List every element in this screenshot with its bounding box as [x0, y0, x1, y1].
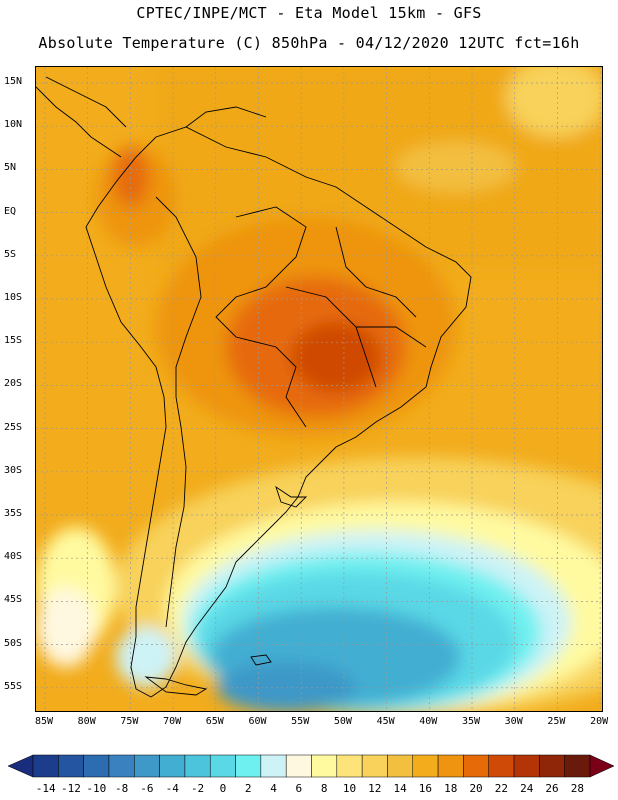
caribbean-coast	[185, 106, 267, 128]
colorbar-tick-label: 20	[469, 782, 483, 795]
colorbar-tick-label: -8	[114, 782, 129, 795]
colorbar-swatch	[361, 754, 388, 778]
rio-de-la-plata	[275, 485, 308, 508]
coastlines	[36, 76, 472, 698]
tierra-del-fuego	[144, 676, 208, 696]
colorbar-swatch	[108, 754, 135, 778]
lon-tick-label: 30W	[504, 716, 523, 727]
map-canvas	[36, 67, 602, 711]
field-patagonia-cyan	[116, 627, 176, 687]
falklands	[250, 654, 272, 666]
lon-tick-label: 70W	[163, 716, 182, 727]
colorbar-tick-label: 24	[520, 782, 534, 795]
colorbar-tick-label: -14	[35, 782, 56, 795]
colorbar-tick-label: -12	[61, 782, 81, 795]
brazil-states-1	[335, 226, 417, 318]
colorbar-tick-label: -10	[86, 782, 107, 795]
lat-tick-label: 35S	[4, 508, 23, 519]
central-america-coast	[36, 86, 122, 158]
brazil-border	[215, 206, 307, 428]
colorbar-left-arrow	[7, 754, 34, 778]
colorbar-tick-label: 6	[295, 782, 303, 795]
colorbar-tick-label: 18	[444, 782, 458, 795]
colorbar-tick-label: -4	[165, 782, 179, 795]
colorbar-swatch	[437, 754, 464, 778]
lon-tick-label: 85W	[34, 716, 54, 727]
colorbar-tick-label: 22	[494, 782, 508, 795]
colorbar-swatch	[564, 754, 591, 778]
field-warm-ne2	[396, 142, 516, 192]
andes-border	[155, 196, 202, 628]
lon-tick-label: 65W	[205, 716, 224, 727]
colorbar-swatch	[387, 754, 414, 778]
colorbar-tick-label: -6	[140, 782, 154, 795]
colorbar-swatch	[209, 754, 236, 778]
temperature-map	[35, 66, 603, 712]
colorbar-tick-label: 28	[570, 782, 584, 795]
field-andes-n2	[113, 147, 149, 207]
central-america-coast-2	[45, 76, 127, 128]
lat-tick-label: 45S	[4, 594, 23, 606]
chart-title: CPTEC/INPE/MCT - Eta Model 15km - GFS	[136, 4, 482, 22]
colorbar-tick-label: 16	[418, 782, 433, 795]
field-sa-deep2	[216, 662, 356, 711]
colorbar-swatch	[539, 754, 565, 778]
colorbar-tick-label: -2	[190, 782, 205, 795]
lat-tick-label: 15S	[4, 335, 23, 347]
colorbar	[7, 754, 615, 778]
lon-tick-label: 75W	[120, 716, 139, 727]
field-pacific-light	[36, 587, 96, 667]
lat-tick-label: 55S	[4, 680, 23, 692]
lon-tick-label: 80W	[77, 716, 96, 727]
lat-tick-label: 5S	[4, 248, 17, 260]
lat-tick-label: EQ	[4, 205, 17, 217]
lon-tick-label: 45W	[376, 716, 395, 727]
lon-tick-label: 20W	[590, 716, 609, 727]
colorbar-swatch	[184, 754, 211, 778]
colorbar-right-arrow	[589, 754, 615, 778]
colorbar-tick-label: 10	[342, 782, 357, 795]
field-warm-ne	[506, 67, 602, 137]
colorbar-swatch	[159, 754, 186, 778]
colorbar-swatch	[235, 754, 262, 778]
lat-tick-label: 30S	[4, 464, 23, 476]
colorbar-swatch	[336, 754, 363, 778]
colorbar-tick-label: 0	[219, 782, 227, 795]
colorbar-swatch	[488, 754, 515, 778]
lon-tick-label: 25W	[547, 716, 566, 727]
colorbar-tick-label: 12	[368, 782, 382, 795]
lat-tick-label: 5N	[4, 162, 17, 174]
colorbar-swatch	[32, 754, 59, 778]
colorbar-tick-label: 26	[545, 782, 559, 795]
lat-tick-label: 40S	[4, 551, 23, 563]
colorbar-swatch	[311, 754, 338, 778]
colorbar-tick-label: 2	[244, 782, 252, 795]
colorbar-swatch	[463, 754, 489, 778]
field-core-2	[291, 322, 381, 392]
lat-tick-label: 15N	[4, 76, 23, 87]
colorbar-swatch	[412, 754, 439, 778]
colorbar-swatch	[513, 754, 540, 778]
lon-tick-label: 55W	[291, 716, 310, 727]
chart-subtitle: Absolute Temperature (C) 850hPa - 04/12/…	[38, 34, 580, 52]
colorbar-tick-label: 8	[320, 782, 328, 795]
lon-tick-label: 40W	[419, 716, 438, 727]
brazil-states-3	[356, 326, 427, 348]
lat-tick-label: 25S	[4, 421, 23, 433]
lon-tick-label: 35W	[461, 716, 481, 727]
lat-tick-label: 50S	[4, 637, 23, 649]
colorbar-swatch	[58, 754, 84, 778]
colorbar-swatch	[260, 754, 287, 778]
lon-tick-label: 50W	[333, 716, 352, 727]
lat-tick-label: 10S	[4, 292, 23, 303]
lon-tick-label: 60W	[248, 716, 267, 727]
colorbar-tick-label: 4	[270, 782, 277, 795]
colorbar-swatch	[83, 754, 110, 778]
colorbar-swatch	[285, 754, 312, 778]
lat-tick-label: 20S	[4, 378, 23, 390]
colorbar-swatch	[134, 754, 160, 778]
south-america-coast	[85, 126, 472, 698]
lat-tick-label: 10N	[4, 119, 23, 131]
colorbar-tick-label: 14	[393, 782, 407, 795]
